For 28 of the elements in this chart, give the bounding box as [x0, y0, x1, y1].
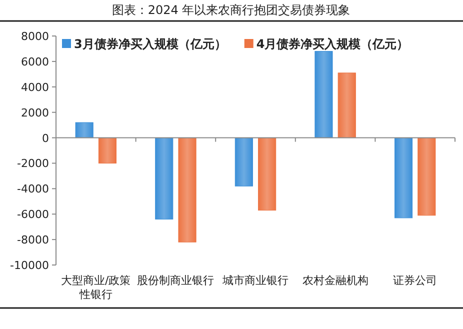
y-tick-label: -8000: [17, 234, 49, 247]
bar: [234, 138, 253, 186]
bar: [418, 138, 436, 216]
x-tick-label: 城市商业银行: [222, 274, 288, 287]
y-tick-label: -6000: [17, 208, 49, 222]
legend-label: 3月债券净买入规模（亿元）: [74, 37, 226, 51]
x-tick-label: 股份制商业银行: [137, 274, 214, 287]
y-tick-label: 8000: [21, 30, 49, 43]
legend-label: 4月债券净买入规模（亿元）: [256, 37, 409, 51]
bar: [258, 138, 276, 211]
bar: [338, 72, 356, 138]
chart-title: 图表：2024 年以来农商行抱团交易债券现象: [112, 3, 350, 17]
x-tick-label: 农村金融机构: [302, 274, 368, 287]
y-tick-label: -4000: [17, 182, 49, 196]
y-tick-label: 0: [42, 132, 49, 145]
y-tick-label: -2000: [17, 157, 49, 170]
x-tick-label: 大型商业/政策性银行: [61, 274, 131, 301]
bar: [75, 122, 94, 138]
y-tick-label: 2000: [21, 106, 49, 120]
bar: [98, 138, 116, 164]
bar: [394, 138, 413, 218]
x-tick-label: 证券公司: [393, 274, 438, 287]
bar: [314, 51, 333, 138]
y-tick-label: 6000: [21, 55, 49, 68]
bar: [178, 138, 196, 242]
y-tick-label: 4000: [21, 80, 49, 94]
bar: [155, 138, 174, 220]
y-tick-label: -10000: [10, 259, 49, 272]
